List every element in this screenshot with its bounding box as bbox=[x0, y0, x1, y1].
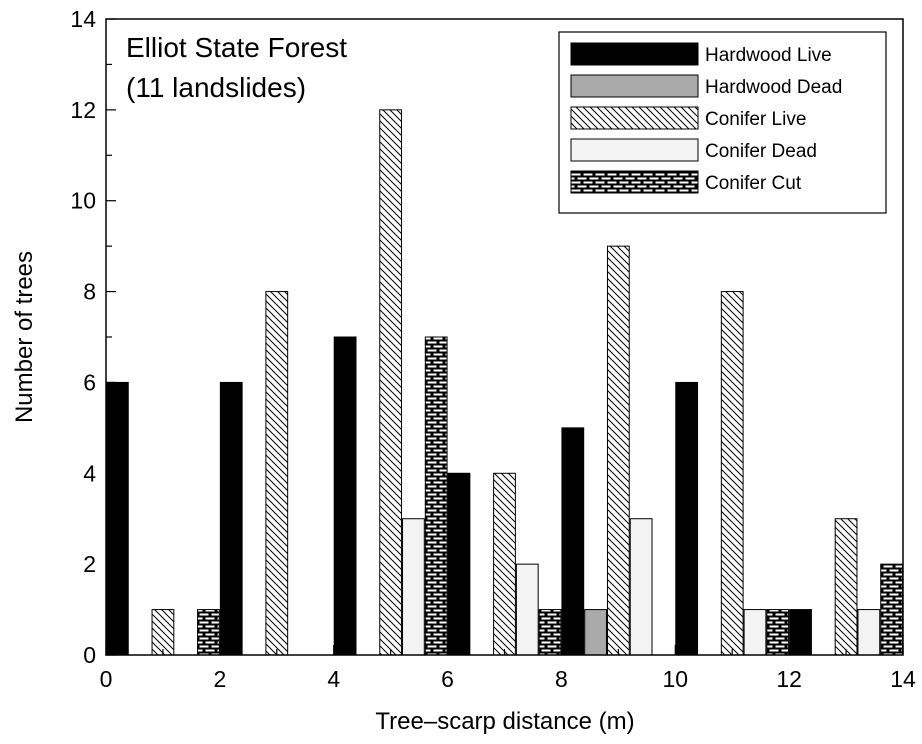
bar-conifer-live-bin-0 bbox=[151, 609, 175, 656]
x-tick-label-14: 14 bbox=[890, 666, 916, 692]
x-axis-label: Tree–scarp distance (m) bbox=[375, 708, 634, 735]
legend-label-conifer-dead: Conifer Dead bbox=[705, 141, 817, 162]
y-tick-label-6: 6 bbox=[83, 369, 96, 395]
bar-hardwood-live-bin-12 bbox=[789, 609, 812, 656]
x-tick-label-12: 12 bbox=[776, 666, 802, 692]
bar-conifer-dead-bin-8 bbox=[629, 518, 653, 656]
bar-conifer-cut-bin-12 bbox=[880, 563, 904, 656]
bar-conifer-dead-bin-10 bbox=[743, 609, 767, 656]
bar-hardwood-dead-bin-8 bbox=[584, 609, 607, 656]
y-tick-label-10: 10 bbox=[70, 188, 96, 214]
bar-conifer-cut-bin-6 bbox=[538, 609, 562, 656]
bar-hardwood-live-bin-2 bbox=[219, 381, 243, 656]
bar-conifer-live-bin-12 bbox=[834, 518, 858, 656]
x-tick-label-6: 6 bbox=[441, 666, 454, 692]
x-tick-label-0: 0 bbox=[100, 666, 113, 692]
legend-label-hardwood-live: Hardwood Live bbox=[705, 45, 832, 66]
bar-conifer-live-bin-6 bbox=[493, 472, 516, 656]
legend-swatch-hardwood-dead bbox=[570, 74, 699, 98]
bar-conifer-live-bin-10 bbox=[720, 291, 744, 656]
bar-conifer-live-bin-8 bbox=[606, 245, 630, 656]
legend-label-conifer-live: Conifer Live bbox=[705, 109, 806, 130]
chart-title-line-1: Elliot State Forest bbox=[126, 32, 347, 63]
x-tick-label-8: 8 bbox=[555, 666, 568, 692]
bar-hardwood-live-bin-8 bbox=[561, 427, 585, 656]
y-tick-label-8: 8 bbox=[83, 279, 96, 305]
bar-hardwood-live-bin-10 bbox=[675, 381, 699, 656]
x-tick-label-2: 2 bbox=[213, 666, 226, 692]
x-tick-label-4: 4 bbox=[327, 666, 340, 692]
bar-hardwood-live-bin-4 bbox=[333, 336, 357, 656]
x-tick-label-10: 10 bbox=[662, 666, 688, 692]
bar-conifer-dead-bin-6 bbox=[515, 563, 539, 656]
chart-title-line-2: (11 landslides) bbox=[126, 72, 306, 103]
axes-layer: 0 2 4 6 8 10 12 14 0 2 4 6 8 10 12 14 bbox=[70, 6, 916, 692]
y-tick-label-0: 0 bbox=[83, 642, 96, 668]
legend-label-conifer-cut: Conifer Cut bbox=[705, 173, 802, 194]
bar-conifer-live-bin-4 bbox=[379, 109, 403, 656]
bars-layer bbox=[106, 109, 904, 656]
bar-hardwood-live-bin-6 bbox=[447, 472, 471, 656]
y-tick-label-14: 14 bbox=[70, 6, 96, 32]
y-tick-label-4: 4 bbox=[83, 460, 96, 486]
y-tick-label-2: 2 bbox=[83, 551, 96, 577]
y-axis-label: Number of trees bbox=[11, 251, 38, 423]
bar-conifer-dead-bin-12 bbox=[857, 609, 881, 656]
legend-label-hardwood-dead: Hardwood Dead bbox=[705, 77, 842, 98]
legend-swatch-conifer-live bbox=[570, 106, 699, 130]
legend-swatch-conifer-dead bbox=[570, 138, 699, 162]
legend: Hardwood Live Hardwood Dead Conifer Live Co… bbox=[558, 31, 887, 214]
bar-conifer-cut-bin-0 bbox=[197, 609, 220, 656]
bar-conifer-live-bin-2 bbox=[265, 291, 289, 656]
bar-conifer-cut-bin-10 bbox=[766, 609, 790, 656]
bar-conifer-dead-bin-4 bbox=[402, 518, 425, 656]
legend-swatch-hardwood-live bbox=[570, 42, 699, 66]
bar-conifer-cut-bin-4 bbox=[424, 336, 448, 656]
y-tick-label-12: 12 bbox=[70, 97, 96, 123]
legend-swatch-conifer-cut bbox=[570, 170, 699, 194]
